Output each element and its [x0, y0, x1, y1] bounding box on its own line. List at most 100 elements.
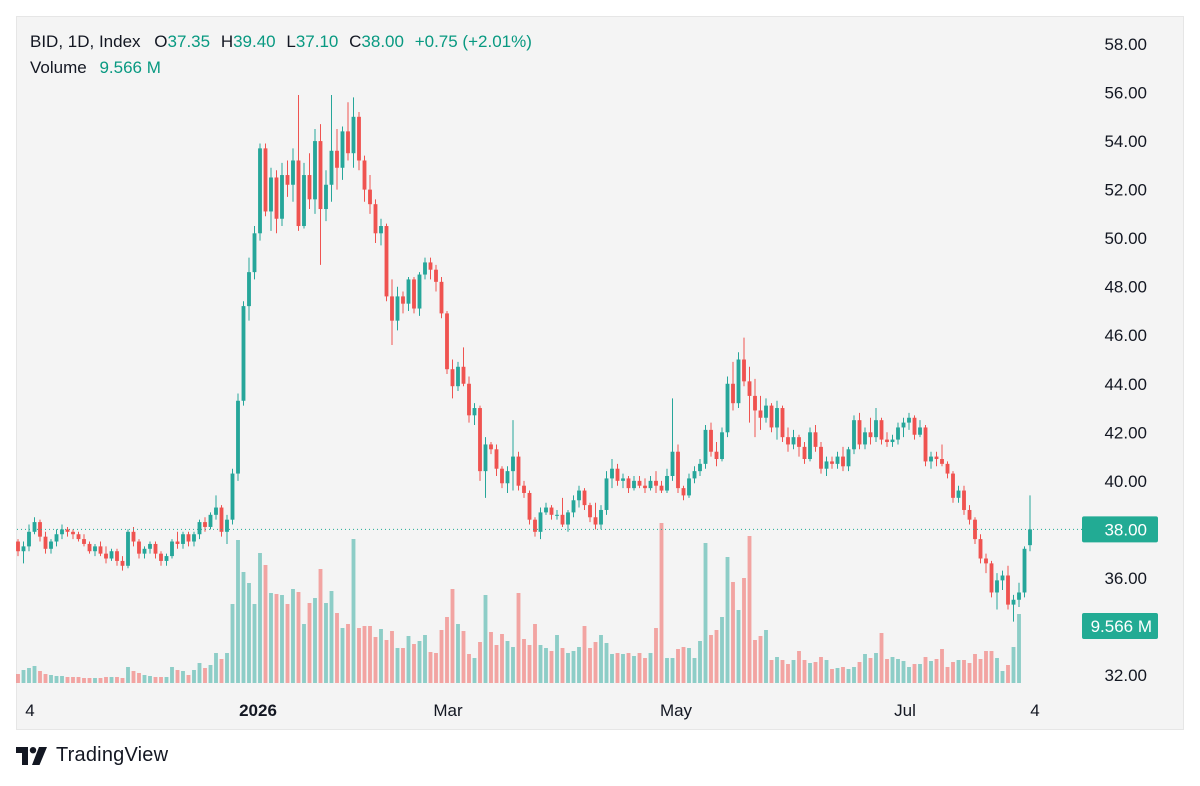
volume-bar	[692, 658, 697, 683]
candle-body	[978, 539, 983, 559]
chart-panel[interactable]	[16, 16, 1184, 730]
volume-bar	[472, 658, 477, 683]
volume-bar	[549, 651, 554, 683]
candle-body	[604, 478, 609, 510]
candle-body	[687, 478, 691, 496]
candle-body	[82, 539, 86, 544]
volume-bar	[967, 663, 972, 683]
volume-bar	[786, 664, 790, 683]
volume-bar	[82, 678, 86, 683]
volume-bar	[632, 656, 636, 683]
volume-legend: Volume 9.566 M	[30, 58, 161, 78]
volume-bar	[1011, 647, 1016, 683]
x-tick-label: 4	[1030, 701, 1039, 720]
volume-bar	[626, 653, 631, 683]
candle-body	[962, 490, 966, 510]
volume-bar	[637, 653, 642, 683]
price-chart[interactable]: 32.00 36.00 40.00 42.00 44.00 46.00 48.00 50.00…	[0, 0, 1200, 740]
candle-body	[505, 471, 510, 484]
candle-body	[49, 541, 53, 549]
volume-bar	[555, 635, 559, 683]
volume-bar	[434, 653, 438, 683]
volume-bar	[87, 678, 92, 683]
last-price-badge-bg	[1082, 516, 1158, 543]
candle-body	[324, 184, 328, 210]
volume-bar	[824, 660, 829, 683]
tradingview-logo[interactable]: TradingView	[16, 744, 168, 767]
y-tick-label: 44.00	[1104, 375, 1147, 394]
volume-bar	[709, 635, 713, 683]
candle-body	[280, 175, 284, 219]
volume-bar	[351, 539, 356, 683]
volume-bar	[197, 663, 202, 683]
open-label: O	[154, 32, 168, 51]
candle-body	[104, 553, 108, 559]
volume-bar	[236, 540, 240, 683]
volume-bar	[71, 677, 75, 683]
y-tick-label: 48.00	[1104, 278, 1147, 297]
volume-bar	[791, 660, 796, 683]
volume-bar	[874, 653, 878, 683]
volume-bar	[901, 661, 906, 683]
candle-body	[357, 116, 361, 161]
volume-label[interactable]: Volume	[30, 58, 87, 77]
volume-bar	[313, 598, 317, 683]
x-tick-label: Mar	[433, 701, 463, 720]
candle-body	[637, 480, 642, 486]
candle-body	[500, 468, 504, 484]
candle-body	[1000, 575, 1005, 581]
candle-body	[852, 420, 856, 450]
candle-body	[582, 490, 587, 506]
candle-body	[379, 226, 383, 234]
candle-body	[912, 417, 917, 435]
candle-body	[148, 543, 152, 549]
candle-body	[159, 553, 163, 561]
volume-bar	[494, 645, 499, 683]
candle-body	[208, 514, 213, 527]
candle-body	[654, 480, 658, 486]
volume-bar	[60, 676, 64, 683]
volume-bar	[610, 654, 614, 683]
volume-bar	[423, 635, 427, 683]
candle-body	[643, 485, 647, 489]
candle-body	[406, 279, 411, 304]
volume-bar	[995, 658, 999, 683]
volume-bar	[456, 624, 460, 683]
time-axis[interactable]: 4 2026 Mar May Jul 4	[25, 701, 1039, 720]
volume-bar	[511, 647, 515, 683]
volume-bar	[659, 523, 664, 683]
volume-bar	[720, 617, 724, 683]
candle-body	[659, 485, 664, 491]
candle-body	[769, 405, 774, 428]
volume-bar	[280, 595, 284, 683]
volume-bar	[230, 604, 235, 683]
candle-body	[791, 437, 796, 445]
candle-body	[439, 281, 444, 314]
volume-bar	[593, 642, 598, 683]
volume-bar	[214, 653, 218, 683]
volume-bar	[670, 658, 675, 683]
volume-bar	[500, 634, 504, 683]
volume-bar	[32, 666, 37, 683]
x-tick-label: 4	[25, 701, 34, 720]
candle-body	[995, 580, 999, 593]
ohlc-legend: BID, 1D, Index O37.35 H39.40 L37.10 C38.…	[30, 32, 532, 52]
symbol-label[interactable]: BID, 1D, Index	[30, 32, 141, 51]
price-axis[interactable]: 32.00 36.00 40.00 42.00 44.00 46.00 48.00 50.00…	[1104, 35, 1147, 685]
volume-bar	[918, 664, 922, 683]
candle-body	[302, 175, 306, 227]
volume-bar	[285, 604, 290, 683]
volume-bar	[956, 660, 961, 683]
y-tick-label: 56.00	[1104, 84, 1147, 103]
candle-body	[1011, 599, 1016, 605]
volume-bar	[357, 628, 361, 683]
volume-bar	[665, 658, 669, 683]
volume-bar	[890, 657, 895, 683]
candle-body	[934, 456, 939, 460]
candle-body	[863, 432, 867, 445]
candle-body	[93, 546, 97, 552]
volume-bar	[522, 639, 526, 683]
candle-body	[263, 148, 268, 212]
volume-bar	[406, 636, 411, 683]
open-value: 37.35	[167, 32, 211, 51]
